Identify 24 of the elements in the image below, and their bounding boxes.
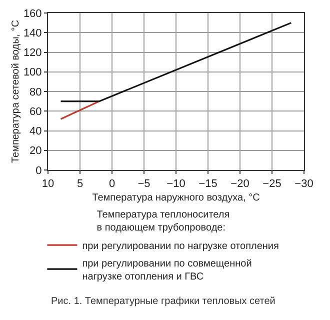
legend-label: при регулировании по совмещенной нагрузке отопления и ГВС <box>82 258 252 282</box>
y-axis-title: Температура сетевой воды, °C <box>10 20 22 164</box>
x-tick-label: 0 <box>108 178 116 190</box>
x-tick-label: 5 <box>76 178 84 190</box>
y-tick-label: 40 <box>30 126 42 138</box>
x-tick-label: −15 <box>198 178 218 190</box>
legend-label: при регулировании по нагрузке отопления <box>82 240 279 252</box>
y-tick-label: 100 <box>23 66 42 79</box>
y-tick-label: 160 <box>23 8 42 20</box>
x-tick-label: −10 <box>166 178 186 190</box>
x-tick-label: −30 <box>294 178 314 190</box>
y-tick-label: 20 <box>30 145 42 158</box>
x-tick-label: −25 <box>262 178 282 190</box>
legend-title: Температура теплоносителя в подающем трубопроводе: <box>96 210 230 234</box>
x-tick-label: −5 <box>138 178 150 190</box>
y-tick-label: 80 <box>30 86 42 98</box>
x-axis-title: Температура наружного воздуха, °C <box>92 192 260 204</box>
x-tick-label: −20 <box>230 178 250 190</box>
text: Рис. 1. Температурные графики тепловых сетей <box>51 296 276 307</box>
y-tick-label: 140 <box>23 27 42 40</box>
x-tick-label: 10 <box>42 178 54 190</box>
y-tick-label: 120 <box>23 47 42 60</box>
y-tick-label: 60 <box>30 106 42 118</box>
y-tick-label: 0 <box>36 164 42 177</box>
